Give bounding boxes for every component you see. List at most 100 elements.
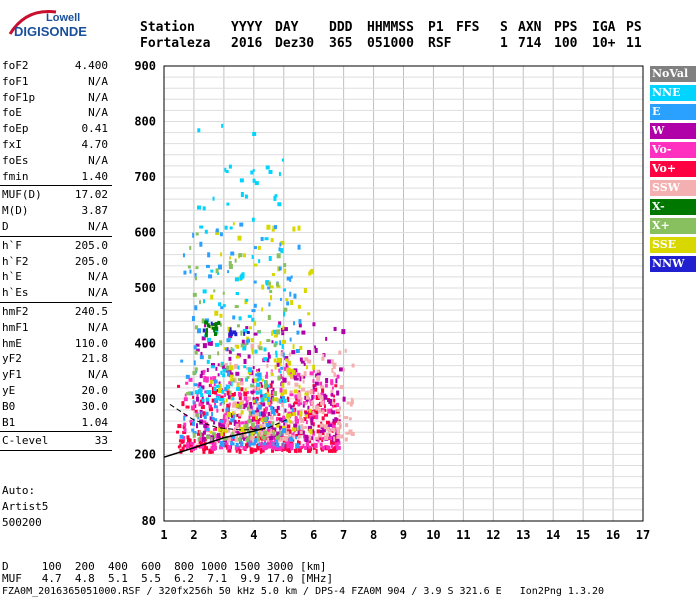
echo-point <box>298 425 301 430</box>
echo-point <box>295 443 300 449</box>
echo-point <box>220 363 223 368</box>
echo-point <box>245 400 249 406</box>
echo-point <box>325 377 329 383</box>
echo-point <box>317 392 320 397</box>
echo-point <box>291 373 295 379</box>
param-row: foE N/A <box>0 105 112 121</box>
echo-point <box>295 396 299 401</box>
echo-point <box>339 367 344 372</box>
x-tick-label: 14 <box>546 528 560 542</box>
echo-point <box>255 373 259 377</box>
echo-point <box>255 398 258 404</box>
echo-point <box>294 394 299 399</box>
echo-point <box>229 256 232 260</box>
echo-point <box>326 432 330 437</box>
echo-point <box>336 402 340 407</box>
echo-point <box>321 439 324 443</box>
echo-point <box>210 437 213 442</box>
echo-point <box>182 436 186 441</box>
echo-point <box>190 441 195 445</box>
echo-point <box>244 420 248 426</box>
echo-point <box>317 424 321 428</box>
echo-point <box>205 424 209 429</box>
echo-point <box>232 315 236 320</box>
echo-point <box>254 378 258 383</box>
echo-point <box>236 386 241 391</box>
echo-point <box>232 401 237 405</box>
echo-point <box>289 374 293 378</box>
echo-point <box>280 351 284 357</box>
echo-point <box>225 440 229 445</box>
dashed-profile-line <box>169 404 290 431</box>
echo-point <box>312 394 315 399</box>
echo-point <box>304 392 309 396</box>
echo-point <box>286 396 289 400</box>
echo-point <box>227 326 232 332</box>
echo-point <box>239 381 244 386</box>
echo-point <box>213 386 217 391</box>
echo-point <box>272 406 275 411</box>
echo-point <box>217 373 220 377</box>
echo-point <box>282 398 287 403</box>
echo-point <box>316 429 321 434</box>
echo-point <box>273 329 278 334</box>
echo-point <box>198 390 202 395</box>
echo-point <box>238 404 242 409</box>
echo-point <box>256 387 260 393</box>
x-tick-label: 16 <box>606 528 620 542</box>
echo-point <box>244 443 248 449</box>
echo-point <box>310 417 313 423</box>
echo-point <box>225 169 229 173</box>
echo-point <box>332 427 336 432</box>
echo-point <box>282 339 287 344</box>
echo-point <box>330 444 333 449</box>
echo-point <box>230 412 234 418</box>
echo-point <box>196 413 200 418</box>
echo-point <box>203 446 206 451</box>
echo-point <box>204 320 209 325</box>
echo-point <box>316 375 321 381</box>
echo-point <box>232 414 235 420</box>
echo-point <box>246 390 249 394</box>
echo-point <box>187 265 191 269</box>
echo-point <box>266 339 271 343</box>
echo-point <box>263 347 267 352</box>
echo-point <box>201 436 205 442</box>
echo-point <box>210 435 215 440</box>
echo-point <box>236 413 240 417</box>
param-row: yE 20.0 <box>0 383 112 399</box>
echo-point <box>187 391 191 396</box>
echo-point <box>192 431 197 435</box>
echo-point <box>218 381 221 386</box>
echo-point <box>285 298 289 302</box>
echo-point <box>258 368 261 372</box>
echo-point <box>300 397 303 403</box>
echo-point <box>199 374 203 379</box>
echo-point <box>251 309 256 313</box>
echo-point <box>338 424 341 430</box>
echo-point <box>194 367 198 372</box>
param-value: 0.41 <box>81 122 109 136</box>
echo-point <box>222 417 227 422</box>
echo-point <box>336 434 341 439</box>
echo-point <box>238 253 243 258</box>
echo-point <box>315 405 320 411</box>
echo-point <box>220 442 225 447</box>
echo-point <box>230 418 235 423</box>
echo-point <box>314 387 318 392</box>
echo-point <box>299 376 302 382</box>
header-label-2: DAY <box>275 20 299 35</box>
echo-point <box>252 366 255 370</box>
echo-point <box>232 429 236 435</box>
echo-point <box>280 431 283 437</box>
echo-point <box>204 318 209 323</box>
echo-point <box>185 381 189 385</box>
echo-point <box>227 448 232 453</box>
param-name: B0 <box>2 399 16 413</box>
echo-point <box>287 429 291 433</box>
echo-point <box>243 433 247 438</box>
echo-point <box>242 328 246 333</box>
echo-point <box>229 226 233 230</box>
echo-point <box>232 379 235 383</box>
param-divider <box>0 235 112 237</box>
